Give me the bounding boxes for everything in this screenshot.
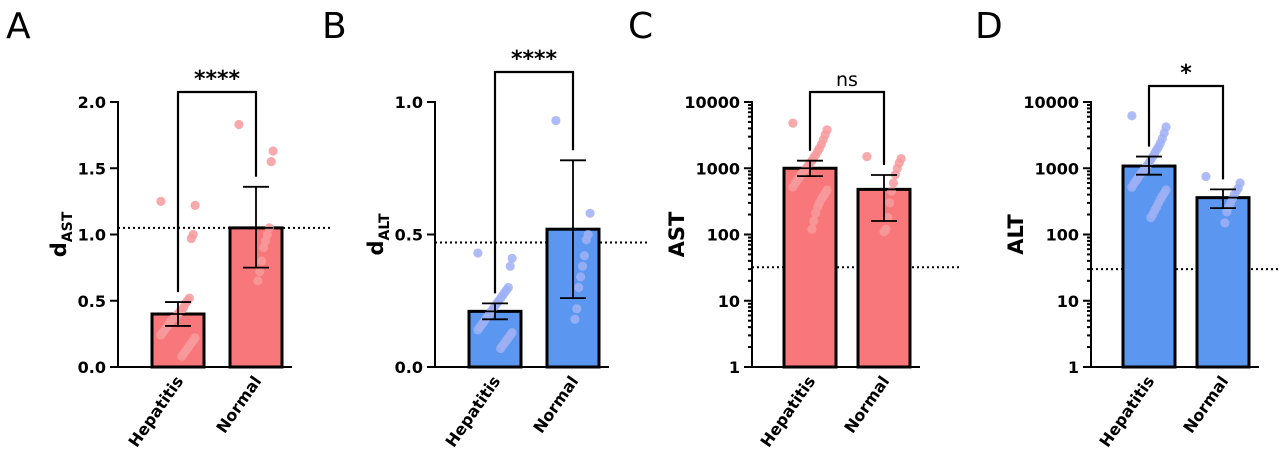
category-label: Normal <box>529 372 582 436</box>
y-axis-title: dALT <box>364 213 393 255</box>
y-tick-label: 2.0 <box>78 93 106 112</box>
panel-letter: A <box>6 6 31 47</box>
data-point <box>572 304 582 314</box>
data-point <box>551 115 561 126</box>
data-point <box>234 119 244 130</box>
data-point <box>581 235 591 245</box>
category-label: Normal <box>212 372 265 436</box>
significance-label: * <box>1180 61 1192 86</box>
y-tick-label: 1 <box>1068 358 1079 377</box>
y-tick-label: 10000 <box>1023 93 1079 112</box>
significance-label: **** <box>194 67 241 92</box>
y-tick-label: 0.0 <box>78 358 106 377</box>
category-label: Hepatitis <box>442 372 505 450</box>
data-point <box>156 330 166 340</box>
data-point <box>585 208 595 218</box>
panel-c: C Hepatitis Normal 1 10 100 1000 10000 AST ns <box>628 6 960 451</box>
y-tick-label: 100 <box>1046 226 1079 245</box>
category-label: Hepatitis <box>125 372 188 450</box>
significance-bracket <box>493 70 575 294</box>
y-axis-title-main: d <box>47 242 71 257</box>
y-tick-label: 10000 <box>684 93 740 112</box>
data-point <box>577 261 588 271</box>
data-point <box>473 248 483 258</box>
panel-b: B Hepatitis Normal 0.0 0.5 1.0 dALT **** <box>322 6 649 451</box>
y-axis-title: ALT <box>1004 214 1028 255</box>
significance-label: ns <box>836 69 858 91</box>
data-point <box>887 186 897 196</box>
data-point <box>255 267 265 277</box>
significance-label: **** <box>511 47 558 72</box>
data-point <box>1222 207 1232 217</box>
data-point <box>888 178 899 188</box>
category-label: Hepatitis <box>757 372 820 450</box>
data-point <box>259 243 269 253</box>
y-axis-title-subscript: AST <box>60 211 76 242</box>
data-point <box>811 208 821 218</box>
data-point <box>266 157 276 167</box>
data-point <box>807 224 817 234</box>
data-point <box>1146 212 1156 223</box>
category-label: Hepatitis <box>1096 372 1159 450</box>
y-tick-label: 0.5 <box>395 226 423 245</box>
data-point <box>190 200 200 210</box>
bar-hepatitis <box>782 166 838 369</box>
data-point <box>879 227 889 237</box>
y-tick-label: 1000 <box>1034 159 1079 178</box>
data-point <box>788 118 798 128</box>
y-axis-title-main: AST <box>665 211 689 257</box>
data-point <box>862 151 872 162</box>
data-point <box>186 233 196 244</box>
data-point <box>1127 182 1137 192</box>
panel-letter: D <box>975 6 1003 47</box>
data-point <box>505 261 515 271</box>
y-tick-label: 1.0 <box>395 93 423 112</box>
y-axis-title: AST <box>665 211 689 257</box>
data-point <box>496 343 506 354</box>
y-axis-title-subscript: ALT <box>377 213 393 240</box>
data-point <box>788 182 798 192</box>
significance-bracket <box>1147 84 1225 180</box>
y-axis-title: dAST <box>47 211 76 257</box>
y-tick-label: 0.0 <box>395 358 423 377</box>
bar-hepatitis <box>467 309 523 369</box>
y-tick-label: 1 <box>729 358 740 377</box>
data-point <box>473 325 483 335</box>
data-point <box>809 216 819 226</box>
bar-hepatitis <box>1121 164 1177 369</box>
data-point <box>257 256 267 266</box>
data-point <box>177 351 187 361</box>
panel-d: D Hepatitis Normal 1 10 100 1000 10000 ALT * <box>975 6 1280 451</box>
data-point <box>1201 171 1211 182</box>
data-point <box>579 251 590 261</box>
data-point <box>253 276 263 286</box>
panel-letter: C <box>628 6 653 47</box>
y-tick-label: 10 <box>718 292 740 311</box>
data-point <box>576 272 586 282</box>
y-tick-label: 100 <box>707 226 740 245</box>
significance-bracket <box>808 90 886 166</box>
category-label: Normal <box>1179 372 1232 436</box>
data-point <box>1127 111 1137 121</box>
y-tick-label: 1.5 <box>78 159 106 178</box>
panel-letter: B <box>322 6 347 47</box>
data-point <box>156 196 166 206</box>
y-tick-label: 1000 <box>695 159 740 178</box>
y-tick-label: 10 <box>1057 292 1079 311</box>
data-point <box>1220 218 1230 228</box>
significance-bracket <box>176 90 258 293</box>
y-tick-label: 0.5 <box>78 292 106 311</box>
data-point <box>507 253 517 263</box>
data-point <box>570 314 580 324</box>
category-label: Normal <box>840 372 893 436</box>
y-tick-label: 1.0 <box>78 226 106 245</box>
data-point <box>268 146 278 156</box>
data-point <box>885 198 895 208</box>
data-point <box>883 212 893 223</box>
y-axis-title-main: ALT <box>1004 214 1028 255</box>
y-axis-title-main: d <box>364 240 388 255</box>
data-point <box>574 282 584 293</box>
panel-a: A Hepatitis Normal 0.0 0.5 1.0 1.5 2.0 dAST **** <box>6 6 332 451</box>
